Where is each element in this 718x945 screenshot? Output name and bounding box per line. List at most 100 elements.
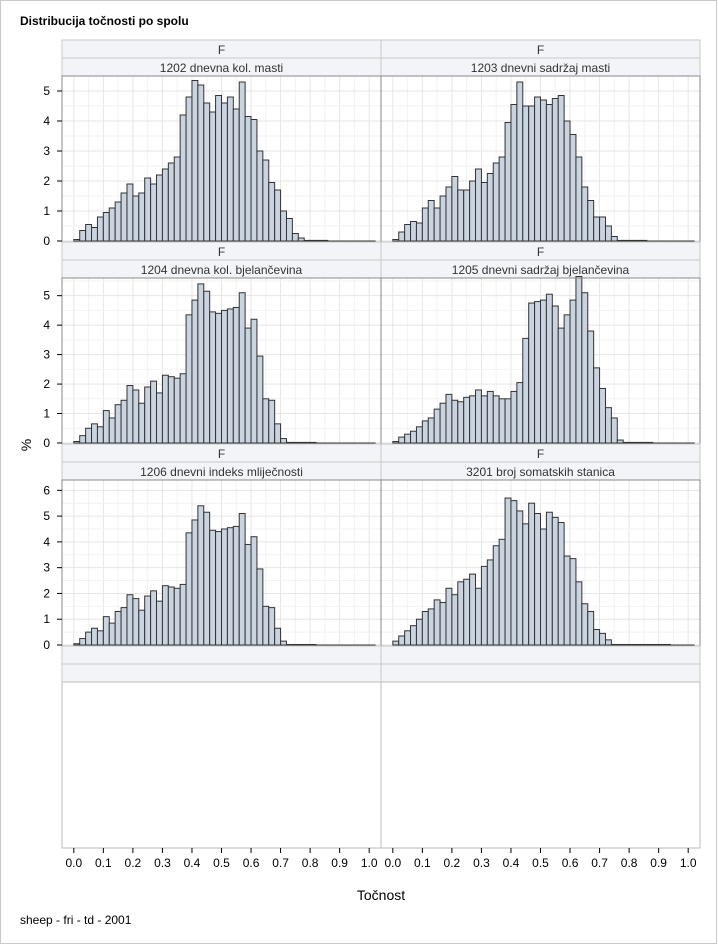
histogram-bar (516, 510, 524, 646)
histogram-bar (315, 239, 323, 242)
histogram-bar (492, 545, 500, 646)
histogram-bar (309, 441, 317, 444)
histogram-bar (203, 290, 211, 444)
histogram-bar (297, 441, 305, 444)
histogram-bar (557, 522, 565, 646)
histogram-bar (256, 355, 264, 444)
histogram-bar (138, 609, 146, 646)
panel-header-sex-r0c1: F (537, 43, 544, 57)
histogram-bar (622, 643, 630, 646)
histogram-panel-r0c0 (61, 75, 382, 243)
histogram-bar (421, 207, 429, 242)
histogram-bar (593, 629, 601, 646)
histogram-panel-r1c1 (380, 276, 701, 445)
histogram-bar (167, 376, 175, 444)
x-tick-label: 0.9 (331, 856, 348, 870)
histogram-bar (557, 327, 565, 444)
y-tick-label: 1 (43, 612, 50, 626)
histogram-bar (226, 527, 234, 646)
histogram-bar (291, 643, 299, 646)
x-tick-label: 0.1 (95, 856, 112, 870)
panel-header-trait-r2c0: 1206 dnevni indeks mliječnosti (140, 465, 303, 479)
histogram-bar (144, 177, 152, 242)
histogram-bar (280, 210, 287, 242)
x-tick-label: 0.3 (154, 856, 171, 870)
histogram-bar (610, 643, 618, 646)
histogram-bar (238, 81, 246, 242)
histogram-bar (610, 236, 618, 242)
histogram-bar (569, 299, 577, 444)
histogram-bar (587, 200, 595, 242)
histogram-bar (197, 505, 205, 646)
y-tick-label: 5 (43, 509, 50, 523)
histogram-bar (475, 168, 482, 242)
histogram-bar (504, 122, 512, 242)
histogram-bar (486, 173, 494, 242)
histogram-bar (528, 105, 536, 242)
histogram-bar (410, 430, 417, 444)
histogram-bar (238, 292, 246, 444)
histogram-bar (652, 643, 660, 646)
histogram-bar (250, 318, 258, 444)
histogram-bar (427, 608, 435, 646)
x-tick-label: 0.7 (272, 856, 289, 870)
x-tick-label: 0.0 (384, 856, 401, 870)
histogram-bar (126, 594, 134, 646)
histogram-bar (309, 643, 317, 646)
histogram-bar (167, 586, 175, 646)
empty-plot-area (380, 681, 701, 849)
histogram-bar (280, 438, 287, 444)
histogram-bar (646, 643, 654, 646)
histogram-bar (297, 237, 305, 242)
histogram-bar (96, 426, 104, 444)
histogram-bar (664, 643, 671, 646)
histogram-bar (410, 221, 417, 242)
histogram-bar (433, 408, 441, 444)
histogram-bar (534, 301, 541, 444)
histogram-bar (221, 309, 228, 444)
histogram-bar (185, 314, 193, 444)
histogram-bar (604, 225, 612, 242)
histogram-bar (197, 84, 205, 242)
histogram-bar (191, 299, 199, 444)
histogram-bar (545, 511, 553, 646)
histogram-bar (179, 373, 187, 444)
histogram-bar (73, 643, 81, 646)
histogram-bar (226, 96, 234, 242)
histogram-bar (167, 162, 175, 242)
histogram-bar (433, 599, 441, 646)
x-tick-label: 0.8 (621, 856, 638, 870)
histogram-bar (498, 156, 506, 242)
histogram-bar (634, 239, 642, 242)
chart-title: Distribucija točnosti po spolu (20, 14, 189, 28)
histogram-bar (150, 183, 158, 242)
histogram-bar (469, 395, 477, 444)
histogram-bar (85, 224, 93, 242)
histogram-bar (221, 102, 228, 242)
histogram-bar (457, 401, 465, 444)
histogram-panel-r2c1 (380, 479, 701, 647)
histogram-bar (563, 555, 571, 646)
histogram-bar (492, 162, 500, 242)
histogram-bar (475, 389, 482, 444)
histogram-bar (209, 529, 217, 646)
histogram-bar (262, 398, 270, 444)
histogram-bar (599, 632, 606, 646)
histogram-bar (173, 156, 181, 242)
histogram-bar (120, 607, 128, 646)
histogram-bar (545, 293, 553, 444)
histogram-bar (156, 392, 163, 444)
histogram-bar (640, 643, 648, 646)
empty-plot-area (61, 681, 382, 849)
histogram-bar (480, 182, 488, 242)
footnote: sheep - fri - td - 2001 (20, 913, 132, 927)
y-axis-label: % (18, 439, 34, 451)
histogram-bar (575, 581, 583, 646)
histogram-bar (191, 80, 199, 242)
histogram-bar (604, 639, 612, 646)
histogram-bar (398, 635, 406, 646)
histogram-bar (392, 640, 400, 646)
x-tick-label: 0.2 (444, 856, 461, 870)
histogram-bar (73, 239, 81, 242)
histogram-bar (534, 513, 541, 646)
